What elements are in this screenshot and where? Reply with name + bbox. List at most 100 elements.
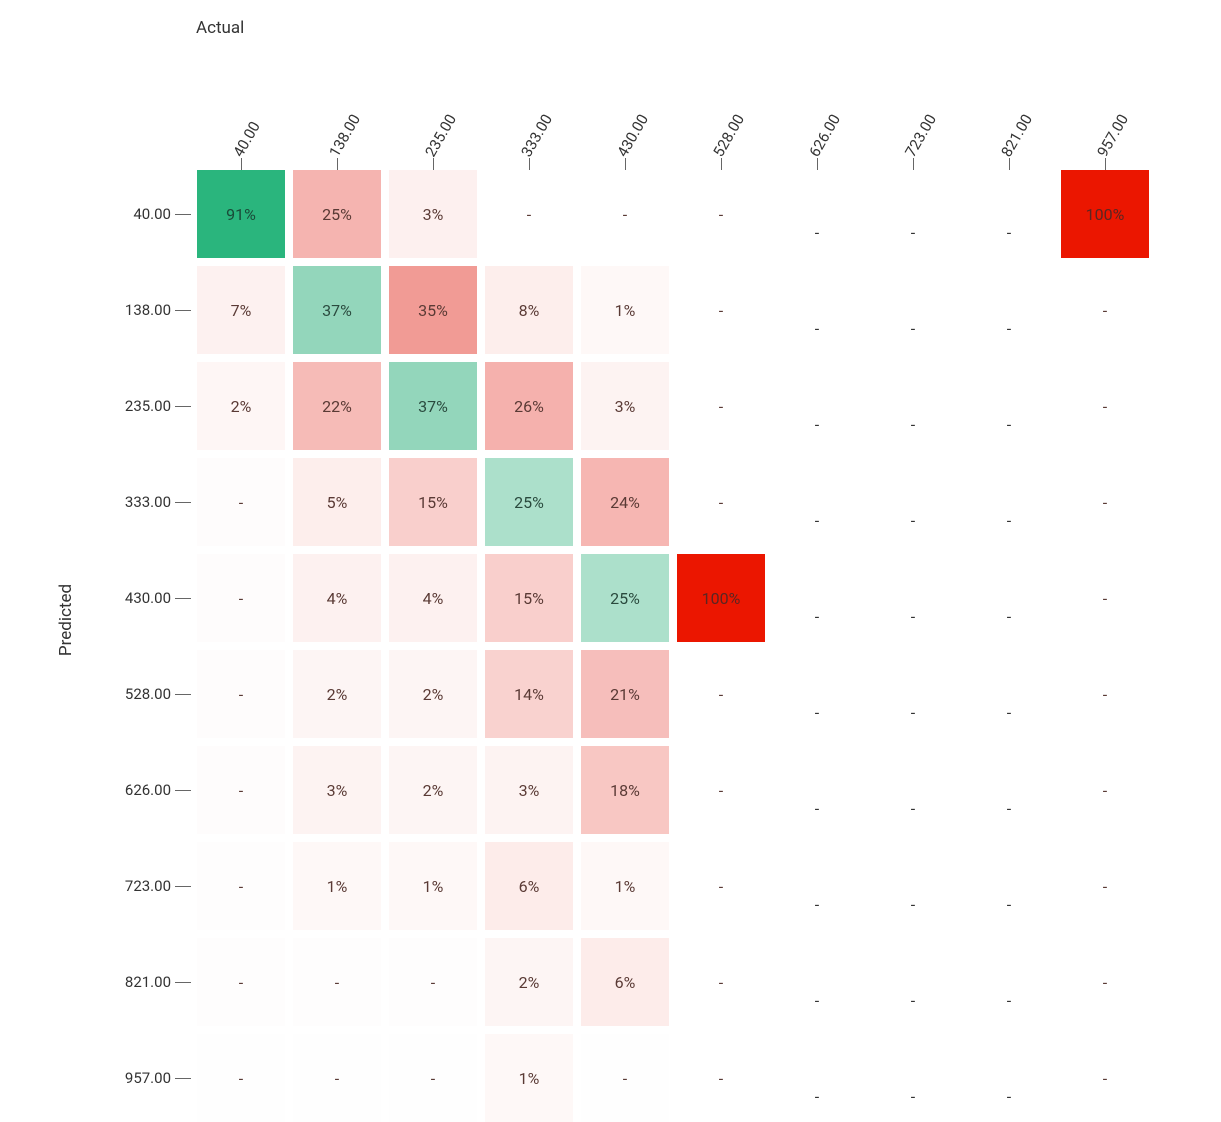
- cell-value: -: [911, 223, 915, 242]
- heatmap-cell: 91%: [197, 170, 285, 258]
- heatmap-cell: -: [677, 938, 765, 1026]
- heatmap-cell: 35%: [389, 266, 477, 354]
- row-tick: [175, 694, 191, 695]
- cell-value: -: [1103, 685, 1107, 704]
- heatmap-cell: -: [1061, 554, 1149, 642]
- heatmap-cell: -: [677, 266, 765, 354]
- col-tick: [1105, 158, 1106, 170]
- cell-value: 2%: [423, 685, 444, 704]
- heatmap-cell: -: [869, 362, 957, 450]
- row-tick: [175, 790, 191, 791]
- cell-value: 3%: [519, 781, 540, 800]
- heatmap-cell: 2%: [293, 650, 381, 738]
- heatmap-cell: -: [581, 170, 669, 258]
- heatmap-cell: -: [1061, 266, 1149, 354]
- row-header: 957.00: [0, 1069, 171, 1087]
- cell-value: -: [1007, 511, 1011, 530]
- cell-value: -: [623, 205, 627, 224]
- cell-value: 3%: [423, 205, 444, 224]
- cell-value: 6%: [519, 877, 540, 896]
- cell-value: -: [719, 781, 723, 800]
- heatmap-cell: 3%: [485, 746, 573, 834]
- heatmap-cell: -: [389, 938, 477, 1026]
- col-header: 723.00: [901, 111, 940, 160]
- heatmap-cell: 1%: [293, 842, 381, 930]
- heatmap-cell: -: [773, 1034, 861, 1122]
- heatmap-cell: 1%: [581, 842, 669, 930]
- heatmap-cell: -: [773, 650, 861, 738]
- heatmap-cell: -: [869, 554, 957, 642]
- heatmap-cell: 15%: [485, 554, 573, 642]
- cell-value: -: [1103, 397, 1107, 416]
- cell-value: -: [1103, 781, 1107, 800]
- cell-value: 5%: [327, 493, 348, 512]
- cell-value: -: [1007, 223, 1011, 242]
- cell-value: 100%: [702, 589, 741, 608]
- heatmap-cell: 15%: [389, 458, 477, 546]
- heatmap-cell: 100%: [1061, 170, 1149, 258]
- col-header: 528.00: [709, 111, 748, 160]
- heatmap-cell: -: [869, 746, 957, 834]
- col-tick: [433, 158, 434, 170]
- heatmap-cell: 2%: [197, 362, 285, 450]
- cell-value: 22%: [322, 397, 352, 416]
- cell-value: -: [1103, 493, 1107, 512]
- heatmap-cell: -: [293, 938, 381, 1026]
- heatmap-cell: 1%: [581, 266, 669, 354]
- heatmap-cell: 3%: [293, 746, 381, 834]
- row-tick: [175, 214, 191, 215]
- heatmap-cell: 7%: [197, 266, 285, 354]
- heatmap-cell: -: [965, 746, 1053, 834]
- heatmap-cell: -: [965, 458, 1053, 546]
- col-header: 821.00: [997, 111, 1036, 160]
- cell-value: 25%: [322, 205, 352, 224]
- cell-value: -: [911, 607, 915, 626]
- cell-value: -: [815, 799, 819, 818]
- col-tick: [529, 158, 530, 170]
- cell-value: -: [239, 685, 243, 704]
- cell-value: 26%: [514, 397, 544, 416]
- heatmap-cell: 25%: [581, 554, 669, 642]
- cell-value: -: [911, 991, 915, 1010]
- heatmap-cell: -: [965, 170, 1053, 258]
- cell-value: -: [911, 415, 915, 434]
- heatmap-cell: -: [869, 1034, 957, 1122]
- col-tick: [1009, 158, 1010, 170]
- heatmap-cell: 3%: [581, 362, 669, 450]
- confusion-matrix-chart: Actual Predicted 91%25%3%------100%7%37%…: [0, 0, 1221, 1089]
- cell-value: -: [1007, 991, 1011, 1010]
- heatmap-cell: -: [677, 458, 765, 546]
- heatmap-cell: 14%: [485, 650, 573, 738]
- heatmap-cell: 6%: [485, 842, 573, 930]
- cell-value: 14%: [514, 685, 544, 704]
- heatmap-cell: -: [197, 458, 285, 546]
- axis-title-actual: Actual: [196, 18, 244, 38]
- heatmap-cell: -: [197, 1034, 285, 1122]
- heatmap-cell: -: [677, 842, 765, 930]
- row-header: 333.00: [0, 493, 171, 511]
- heatmap-cell: -: [773, 362, 861, 450]
- heatmap-cell: -: [1061, 1034, 1149, 1122]
- heatmap-cell: -: [773, 842, 861, 930]
- cell-value: -: [719, 685, 723, 704]
- cell-value: -: [911, 319, 915, 338]
- row-header: 723.00: [0, 877, 171, 895]
- cell-value: 1%: [327, 877, 348, 896]
- cell-value: 24%: [610, 493, 640, 512]
- cell-value: -: [1007, 895, 1011, 914]
- cell-value: 37%: [322, 301, 352, 320]
- heatmap-cell: 6%: [581, 938, 669, 1026]
- row-tick: [175, 502, 191, 503]
- row-header: 528.00: [0, 685, 171, 703]
- cell-value: 3%: [615, 397, 636, 416]
- cell-value: -: [239, 973, 243, 992]
- cell-value: -: [1007, 607, 1011, 626]
- heatmap-cell: -: [1061, 650, 1149, 738]
- heatmap-cell: -: [485, 170, 573, 258]
- cell-value: -: [719, 493, 723, 512]
- heatmap-cell: -: [965, 650, 1053, 738]
- heatmap-cell: 1%: [485, 1034, 573, 1122]
- cell-value: -: [1103, 301, 1107, 320]
- cell-value: -: [239, 493, 243, 512]
- cell-value: -: [431, 973, 435, 992]
